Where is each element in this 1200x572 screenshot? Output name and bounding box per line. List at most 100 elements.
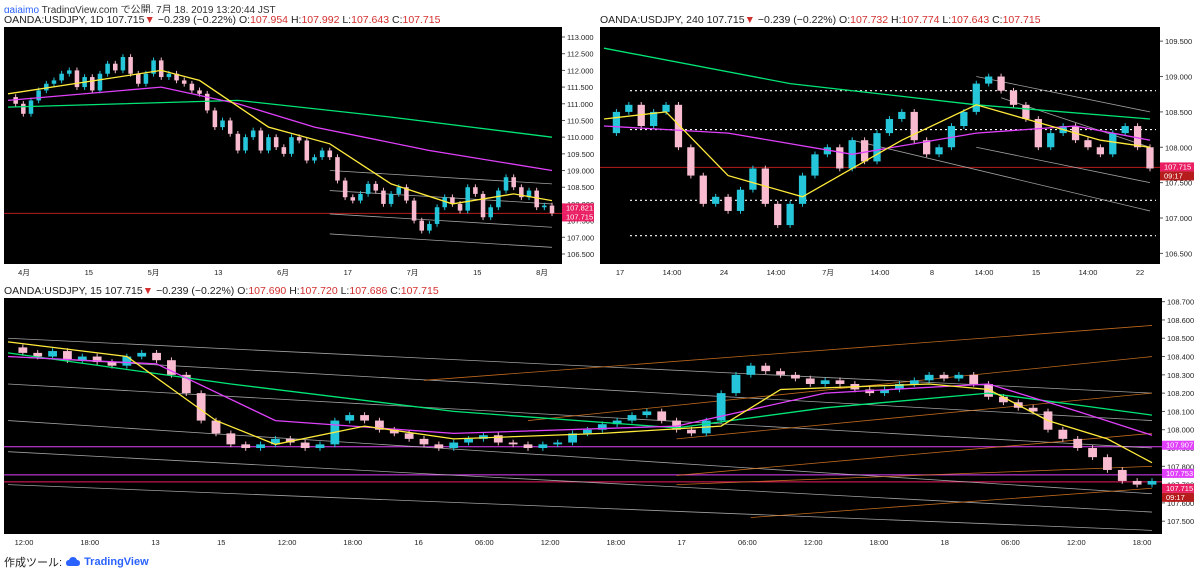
channel-line — [7, 356, 1153, 421]
candle-body — [642, 411, 652, 416]
candle-body — [549, 205, 555, 214]
candle-body — [736, 189, 745, 211]
candle-body — [143, 73, 149, 84]
price-label-text: 107.821 — [566, 203, 593, 212]
candle-body — [568, 433, 577, 443]
footer-made-with: 作成ツール: — [4, 557, 63, 569]
footer-brand[interactable]: TradingView — [84, 556, 149, 568]
x-tick-label: 8 — [930, 268, 934, 277]
price-label-text: 09:17 — [1164, 171, 1183, 180]
x-tick-label: 18 — [941, 538, 949, 547]
legend-high: 107.720 — [299, 285, 338, 297]
chart-legend-daily: OANDA:USDJPY, 1D 107.715▼ −0.239 (−0.22%… — [4, 13, 596, 27]
chart-panel-m15[interactable]: OANDA:USDJPY, 15 107.715▼ −0.239 (−0.22%… — [4, 284, 1196, 550]
price-label-text: 107.907 — [1166, 441, 1193, 450]
ma-fast-line — [603, 104, 1151, 198]
legend-change: −0.239 (−0.22%) — [157, 14, 237, 26]
price-label-text: 107.753 — [1166, 469, 1193, 478]
candle-body — [947, 126, 956, 148]
x-tick-label: 15 — [217, 538, 225, 547]
x-tick-label: 15 — [473, 268, 481, 277]
candle-body — [243, 137, 248, 151]
candle-body — [442, 197, 447, 208]
chart-svg-h4[interactable]: 109.500 109.000 108.500 108.000 107.500 107.0… — [600, 27, 1196, 280]
candle-body — [289, 137, 294, 154]
legend-symbol: OANDA:USDJPY, 1D — [4, 14, 104, 26]
channel-line — [852, 139, 1151, 212]
candle-body — [250, 130, 256, 138]
candle-body — [538, 444, 548, 449]
candle-body — [281, 147, 287, 154]
channel-line — [7, 484, 1153, 531]
x-tick-label: 06:00 — [475, 538, 494, 547]
y-tick-label: 108.500 — [1167, 334, 1194, 343]
username-link[interactable]: gajaimo — [4, 5, 40, 16]
candle-body — [122, 356, 132, 366]
ma-mid-line — [7, 86, 553, 172]
price-label-bg — [1162, 483, 1194, 493]
y-tick-label: 108.000 — [1165, 143, 1192, 152]
candle-body — [534, 190, 539, 208]
legend-low: 107.643 — [351, 14, 390, 26]
candle-body — [1088, 448, 1097, 458]
ma-slow-line — [7, 99, 553, 138]
chart-svg-m15[interactable]: 108.700 108.600 108.500 108.400 108.300 108.2… — [4, 298, 1196, 550]
x-tick-label: 15 — [1032, 268, 1040, 277]
chart-panel-h4[interactable]: OANDA:USDJPY, 240 107.715▼ −0.239 (−0.22… — [600, 13, 1196, 280]
candle-body — [74, 70, 80, 88]
candle-body — [174, 73, 179, 81]
candle-body — [969, 374, 979, 384]
candle-body — [335, 157, 340, 181]
x-tick-label: 7月 — [822, 268, 834, 277]
chart-panel-daily[interactable]: OANDA:USDJPY, 1D 107.715▼ −0.239 (−0.22%… — [4, 13, 596, 280]
candle-body — [404, 187, 409, 201]
y-tick-label: 108.500 — [1165, 108, 1192, 117]
candle-body — [526, 190, 532, 198]
candle-body — [196, 393, 206, 421]
candle-body — [315, 444, 325, 449]
candle-body — [798, 175, 807, 204]
candle-body — [1109, 133, 1117, 155]
y-tick-label: 108.300 — [1167, 371, 1194, 380]
candle-body — [746, 365, 756, 375]
candle-body — [128, 57, 133, 74]
plot-background — [600, 27, 1196, 280]
chart-svg-daily[interactable]: 113.000 112.500 112.000 111.500 111.000 110.5… — [4, 27, 596, 280]
price-label-bg — [562, 203, 594, 213]
candle-body — [597, 424, 607, 430]
candle-body — [488, 207, 493, 218]
price-label-text: 107.715 — [1164, 162, 1191, 171]
legend-close: 107.715 — [400, 285, 439, 297]
candle-body — [137, 352, 147, 357]
x-tick-label: 12:00 — [541, 538, 560, 547]
candle-body — [151, 60, 156, 74]
footer: 作成ツール: TradingView — [4, 554, 149, 570]
x-tick-label: 06:00 — [1001, 538, 1020, 547]
ma-fast-line — [7, 69, 553, 205]
candle-body — [1073, 438, 1083, 449]
candle-body — [350, 197, 356, 201]
y-tick-label: 107.800 — [1167, 462, 1194, 471]
candle-body — [92, 356, 102, 363]
candle-body — [345, 415, 355, 421]
price-label-text: 09:17 — [1166, 493, 1185, 502]
price-label-bg — [1160, 162, 1194, 172]
y-tick-label: 106.500 — [567, 250, 594, 259]
candle-body — [553, 442, 563, 445]
candle-body — [273, 137, 279, 148]
candle-body — [296, 137, 302, 141]
ma-mid-line — [603, 125, 1151, 155]
candle-body — [1058, 429, 1068, 439]
candle-body — [113, 63, 118, 71]
x-tick-label: 17 — [677, 538, 685, 547]
x-tick-label: 18:00 — [606, 538, 625, 547]
candle-body — [909, 380, 919, 384]
candle-body — [36, 90, 41, 101]
candle-body — [419, 220, 425, 231]
candle-body — [511, 177, 516, 188]
candle-body — [496, 190, 501, 208]
candle-body — [836, 147, 844, 169]
candle-body — [895, 383, 904, 390]
legend-last: 107.715 — [104, 285, 143, 297]
y-tick-label: 107.000 — [567, 233, 594, 242]
